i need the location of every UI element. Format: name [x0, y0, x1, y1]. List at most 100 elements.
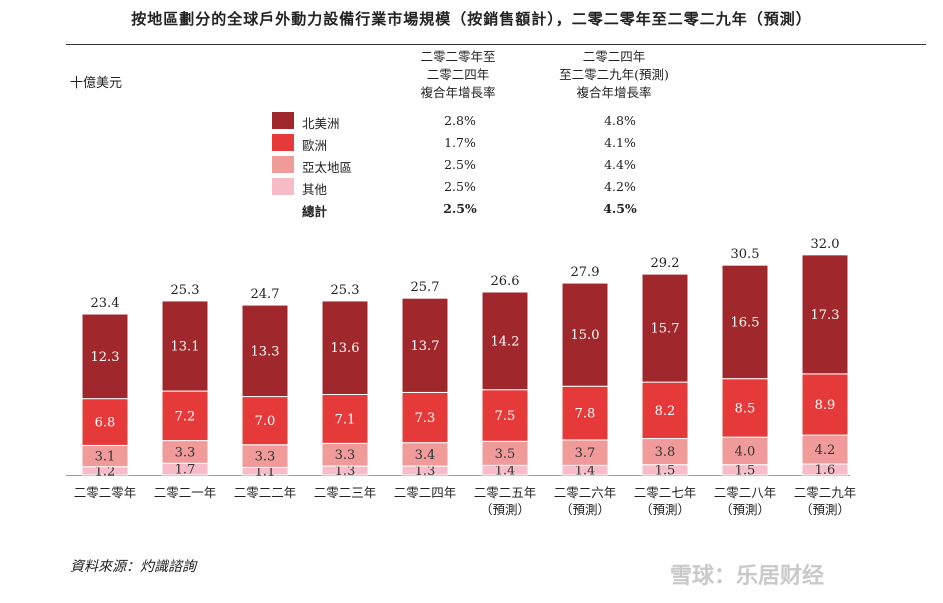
bar-value-label: 1.4	[495, 464, 516, 479]
bar-segment	[241, 304, 289, 398]
bar-value-label: 3.8	[655, 445, 676, 460]
bar-value-label: 4.2	[815, 443, 836, 458]
cagr-value: 2.8%	[444, 113, 476, 128]
watermark: 雪球：乐居财经	[670, 564, 825, 589]
legend-swatch	[272, 134, 294, 151]
x-tick-label: 二零二八年	[714, 485, 777, 500]
bar-total-label: 30.5	[731, 247, 760, 262]
x-tick-label: 二零二七年	[634, 485, 697, 500]
x-tick-label: （預測）	[480, 502, 530, 517]
legend-swatch	[272, 156, 294, 173]
x-tick-label: 二零二六年	[554, 485, 617, 500]
bar-value-label: 4.0	[735, 444, 756, 459]
bar-value-label: 3.3	[335, 448, 356, 463]
bar-value-label: 15.0	[571, 328, 600, 343]
bar-value-label: 1.4	[575, 464, 596, 479]
cagr-value: 4.1%	[604, 135, 636, 150]
legend-label: 北美洲	[302, 116, 340, 131]
bar-value-label: 3.7	[575, 446, 596, 461]
bar-value-label: 1.3	[415, 464, 436, 479]
bar-value-label: 3.4	[415, 448, 436, 463]
bar-value-label: 8.5	[735, 401, 756, 416]
bar-value-label: 17.3	[811, 308, 840, 323]
x-tick-label: （預測）	[560, 502, 610, 517]
bar-value-label: 1.1	[255, 465, 276, 480]
bar-segment	[721, 378, 769, 438]
cagr-value: 4.5%	[603, 201, 637, 216]
bar-value-label: 1.6	[815, 463, 836, 478]
bar-value-label: 13.6	[331, 341, 360, 356]
bar-total-label: 25.3	[331, 283, 360, 298]
bar-segment	[81, 398, 129, 446]
legend-label: 亞太地區	[302, 160, 353, 175]
bar-segment	[81, 313, 129, 400]
bar-segment	[641, 273, 689, 383]
bar-segment	[561, 439, 609, 466]
cagr-value: 4.2%	[604, 179, 636, 194]
cagr-header-line: 二零二四年	[582, 49, 646, 64]
x-tick-label: （預測）	[800, 502, 850, 517]
legend-label: 歐洲	[302, 138, 328, 153]
cagr-header-line: 二零二四年	[426, 67, 490, 82]
bar-value-label: 7.3	[415, 411, 436, 426]
legend-row-apac: 亞太地區 2.5% 4.4%	[272, 156, 912, 176]
x-tick-label: 二零二二年	[234, 485, 297, 500]
bar-segment	[641, 381, 689, 440]
bar-total-label: 24.7	[251, 287, 280, 302]
bar-value-label: 1.5	[655, 463, 676, 478]
cagr-value: 2.5%	[444, 179, 476, 194]
title-rule	[66, 44, 926, 45]
cagr-header-line: 複合年增長率	[576, 85, 652, 100]
x-tick-label: 二零二五年	[474, 485, 537, 500]
bar-segment	[241, 396, 289, 446]
bar-segment	[481, 440, 529, 466]
bar-total-label: 32.0	[811, 237, 840, 252]
bar-value-label: 12.3	[91, 350, 120, 365]
x-tick-label: 二零二一年	[154, 485, 217, 500]
cagr-header-2024-2029: 二零二四年 至二零二九年(預測) 複合年增長率	[534, 48, 694, 102]
cagr-header-2020-2024: 二零二零年至 二零二四年 複合年增長率	[398, 48, 518, 102]
bar-segment	[481, 291, 529, 391]
x-tick-label: （預測）	[720, 502, 770, 517]
legend-row-total: 總計 2.5% 4.5%	[272, 200, 912, 220]
bar-total-label: 25.3	[171, 283, 200, 298]
cagr-value: 2.5%	[443, 201, 477, 216]
bar-segment	[801, 434, 849, 465]
bar-total-label: 25.7	[411, 280, 440, 295]
cagr-value: 4.4%	[604, 157, 636, 172]
bar-total-label: 26.6	[491, 274, 520, 289]
bar-value-label: 3.5	[495, 447, 516, 462]
bar-value-label: 3.3	[175, 445, 196, 460]
bar-value-label: 7.2	[175, 409, 196, 424]
bar-value-label: 13.1	[171, 340, 200, 355]
bar-segment	[721, 264, 769, 380]
bar-value-label: 16.5	[731, 315, 760, 330]
bar-segment	[481, 389, 529, 442]
bar-total-label: 27.9	[571, 265, 600, 280]
x-tick-label: 二零二四年	[394, 485, 457, 500]
bar-value-label: 7.5	[495, 409, 516, 424]
cagr-header-line: 複合年增長率	[420, 85, 496, 100]
bar-segment	[561, 282, 609, 387]
bar-value-label: 1.7	[175, 463, 196, 478]
bar-value-label: 1.5	[735, 463, 756, 478]
bar-segment	[321, 394, 369, 444]
bar-segment	[401, 297, 449, 393]
bar-value-label: 13.3	[251, 344, 280, 359]
x-tick-label: 二零二三年	[314, 485, 377, 500]
chart-title: 按地區劃分的全球戶外動力設備行業市場規模（按銷售額計），二零二零年至二零二九年（…	[131, 10, 812, 28]
bar-value-label: 1.2	[95, 464, 116, 479]
x-tick-label: 二零二零年	[74, 485, 137, 500]
bar-value-label: 3.3	[255, 450, 276, 465]
cagr-header-line: 二零二零年至	[420, 49, 496, 64]
bar-value-label: 13.7	[411, 339, 440, 354]
legend-row-others: 其他 2.5% 4.2%	[272, 178, 912, 198]
bar-value-label: 7.0	[255, 414, 276, 429]
legend-row-europe: 歐洲 1.7% 4.1%	[272, 134, 912, 154]
source-note: 資料來源：灼識諮詢	[70, 559, 196, 575]
bar-segment	[161, 390, 209, 442]
bar-segment	[401, 391, 449, 444]
bar-value-label: 7.8	[575, 407, 596, 422]
bar-value-label: 8.9	[815, 398, 836, 413]
